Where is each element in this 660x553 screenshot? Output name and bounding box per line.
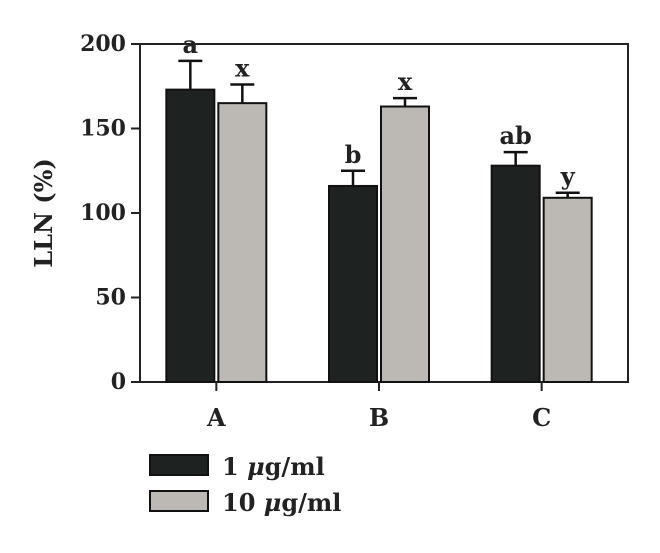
bar [165, 88, 216, 383]
significance-label: b [345, 140, 362, 169]
y-tick-label: 150 [80, 116, 126, 142]
significance-label: x [398, 67, 413, 96]
y-tick-label: 50 [95, 285, 126, 311]
legend-swatch [149, 454, 209, 476]
y-axis-label: LLN (%) [29, 158, 58, 268]
significance-label: a [183, 30, 199, 59]
legend-entry-label: 1 μg/ml [222, 452, 325, 481]
legend: 1 μg/ml 10 μg/ml [149, 452, 341, 517]
bar [490, 164, 541, 383]
plot-area: a x b x aby [139, 30, 629, 384]
significance-label: ab [499, 121, 531, 150]
y-tick-label: 100 [80, 200, 126, 226]
legend-swatch [149, 490, 209, 512]
significance-label: y [560, 162, 576, 191]
y-tick-label: 200 [80, 31, 126, 57]
x-tick-label: B [369, 403, 389, 432]
bar [328, 184, 378, 383]
y-tick-label: 0 [111, 369, 126, 395]
bar [217, 102, 268, 384]
y-axis: 0 50 100 150 200 [80, 31, 140, 395]
x-tick-label: A [206, 403, 226, 432]
x-tick-label: C [532, 403, 551, 432]
significance-label: x [235, 54, 250, 83]
x-axis: A B C [206, 382, 551, 432]
legend-entry-label: 10 μg/ml [222, 488, 341, 517]
bar [380, 105, 430, 383]
bar [542, 196, 593, 383]
